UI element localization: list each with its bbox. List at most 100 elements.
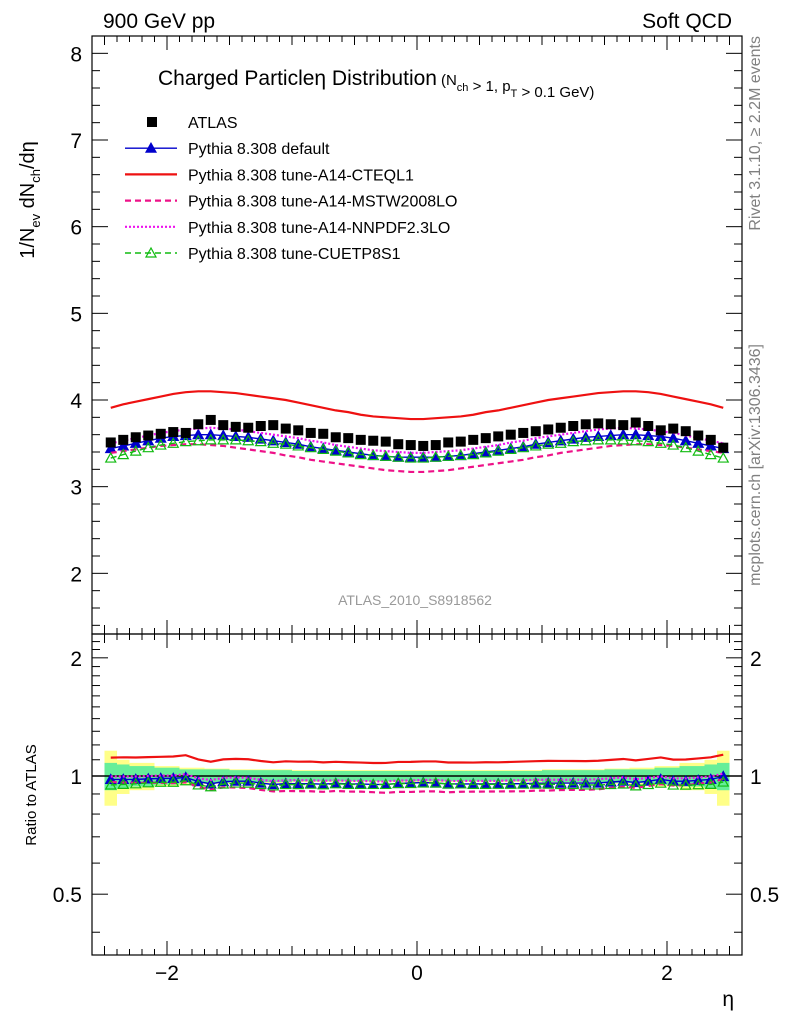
series-5-ratio-point	[304, 777, 317, 789]
series-5-point	[604, 433, 617, 445]
series-5-ratio-point	[254, 778, 267, 790]
series-5-ratio-point	[692, 778, 705, 790]
ratio-y-tick-label: 0.5	[53, 884, 82, 907]
legend-marker-data	[147, 117, 157, 127]
series-5-ratio-point	[604, 778, 617, 790]
series-5-ratio-point	[454, 777, 467, 789]
data-point	[180, 427, 191, 438]
series-5-point	[567, 435, 580, 447]
series-4-line	[110, 426, 724, 454]
data-point	[305, 427, 316, 438]
analysis-label: ATLAS_2010_S8918562	[338, 592, 492, 608]
series-5-point	[304, 441, 317, 453]
data-point	[455, 436, 466, 447]
series-5-ratio-point	[392, 777, 405, 789]
data-point	[280, 423, 291, 434]
legend-label: Pythia 8.308 default	[188, 141, 330, 158]
data-point	[643, 421, 654, 431]
series-5-ratio-point	[579, 778, 592, 790]
series-5-ratio-point	[279, 778, 292, 790]
series-1-point	[679, 434, 692, 446]
data-point	[543, 424, 554, 435]
data-point	[593, 418, 604, 429]
data-point	[468, 434, 479, 445]
series-5-point	[629, 434, 642, 446]
series-5-ratio-point	[142, 776, 155, 788]
series-5-point	[329, 444, 342, 456]
data-point	[505, 429, 516, 440]
series-5-ratio-point	[404, 777, 417, 789]
data-point	[330, 432, 341, 443]
series-5-point	[392, 450, 405, 462]
series-5-ratio-point	[217, 777, 230, 789]
data-point	[205, 414, 216, 425]
ratio-y-tick-label-right: 1	[750, 766, 762, 789]
series-5-point	[467, 448, 480, 460]
series-5-ratio-point	[129, 777, 142, 789]
main-panel: 2 3 4 5 6 7 8	[70, 35, 743, 635]
data-point	[193, 419, 204, 430]
series-5-ratio-point	[717, 775, 730, 787]
series-5-ratio-point	[317, 778, 330, 790]
series-5-point	[167, 437, 180, 448]
legend-label: Pythia 8.308 tune-A14-NNPDF2.3LO	[188, 220, 450, 237]
series-5-ratio-point	[229, 776, 242, 788]
data-point	[693, 430, 704, 441]
series-5-point	[692, 444, 705, 456]
series-3-line	[110, 443, 724, 474]
series-1-point	[667, 431, 680, 443]
data-point	[493, 431, 504, 442]
series-5-point	[579, 434, 592, 446]
series-5-point	[492, 444, 505, 456]
series-5-ratio-point	[342, 778, 355, 789]
legend-label: Pythia 8.308 tune-CUETP8S1	[188, 246, 401, 263]
ratio-y-tick-label-right: 0.5	[750, 884, 779, 907]
series-5-point	[379, 450, 392, 461]
series-5-point	[517, 441, 530, 453]
series-5-ratio-point	[529, 777, 542, 789]
data-point	[718, 442, 729, 453]
series-5-ratio-point	[567, 778, 580, 790]
data-point	[230, 421, 241, 432]
series-5-ratio-point	[479, 778, 492, 789]
data-point	[168, 427, 179, 438]
data-point	[618, 420, 629, 431]
series-5-ratio-point	[629, 779, 642, 791]
series-5-point	[592, 433, 605, 445]
data-point	[530, 426, 541, 437]
data-point	[355, 434, 366, 445]
ratio-y-tick-label-right: 2	[750, 648, 762, 671]
data-point	[680, 426, 691, 437]
series-5-point	[354, 448, 367, 460]
series-5-point	[417, 451, 430, 463]
y-tick-label: 8	[70, 43, 82, 66]
series-5-point	[404, 451, 417, 463]
header-right-label: Soft QCD	[642, 10, 732, 33]
series-5-line	[110, 439, 724, 459]
legend-label: ATLAS	[188, 115, 238, 132]
x-axis-label: η	[722, 988, 734, 1011]
data-point	[430, 440, 441, 451]
series-5-point	[617, 433, 630, 445]
data-point	[405, 440, 416, 451]
ratio-y-axis-label: Ratio to ATLAS	[23, 744, 40, 845]
series-5-ratio-point	[154, 776, 167, 787]
legend-label: Pythia 8.308 tune-A14-CTEQL1	[188, 167, 414, 184]
main-y-axis-label: 1/Nev dNch/dη	[17, 141, 43, 259]
series-5-ratio-point	[654, 776, 667, 788]
series-5-ratio-point	[704, 778, 717, 789]
y-tick-label: 5	[70, 303, 82, 326]
series-5-point	[142, 441, 155, 453]
legend-label: Pythia 8.308 tune-A14-MSTW2008LO	[188, 194, 457, 211]
ratio-y-tick-label: 2	[70, 648, 82, 671]
ratio-y-tick-label: 1	[70, 766, 82, 789]
series-1-point	[642, 429, 655, 441]
series-5-ratio-point	[592, 778, 605, 790]
data-point	[368, 435, 379, 446]
rivet-version-label: Rivet 3.1.10, ≥ 2.2M events	[747, 36, 764, 231]
series-5-point	[679, 441, 692, 453]
series-5-ratio-point	[554, 778, 567, 790]
y-tick-label: 7	[70, 130, 82, 153]
data-point	[655, 425, 666, 436]
x-tick-label: 2	[661, 962, 673, 985]
